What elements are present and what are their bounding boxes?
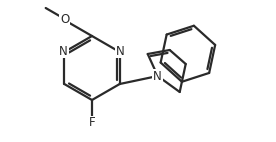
Text: N: N [153,69,162,83]
Text: O: O [60,12,69,26]
Text: F: F [89,116,95,130]
Text: N: N [116,44,125,58]
Text: N: N [59,44,68,58]
